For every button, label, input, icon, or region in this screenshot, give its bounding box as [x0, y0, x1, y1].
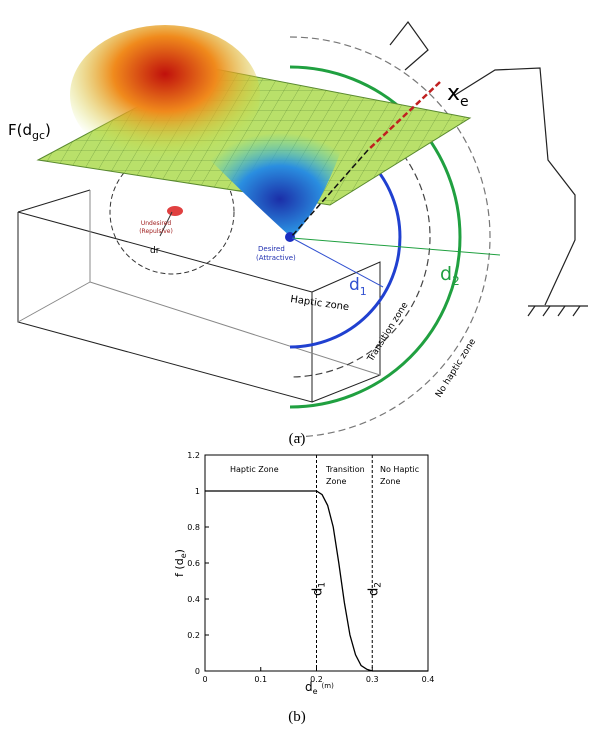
- robot-frame: [390, 22, 588, 316]
- zone-label: Zone: [326, 477, 346, 486]
- d2-line: [292, 238, 500, 255]
- x-tick-label: 0.4: [422, 675, 435, 684]
- desired-label: Desired(Attractive): [256, 245, 296, 262]
- xe-label: xe: [447, 81, 469, 110]
- y-tick-label: 1.2: [187, 451, 200, 460]
- x-tick-label: 0.3: [366, 675, 379, 684]
- y-tick-label: 0.6: [187, 559, 200, 568]
- d1-line: [292, 238, 383, 287]
- boundary-label: d1: [311, 582, 328, 596]
- zone-label: Transition: [325, 465, 365, 474]
- d1-label: d1: [349, 275, 367, 298]
- x-tick-label: 0: [202, 675, 207, 684]
- y-tick-label: 0.8: [187, 523, 200, 532]
- caption-b: (b): [288, 709, 306, 725]
- force-label: F(dgc): [8, 121, 51, 142]
- y-axis-label: f (de): [173, 549, 188, 577]
- zone-label: No Haptic: [380, 465, 419, 474]
- caption-a: (a): [289, 431, 306, 447]
- box: [18, 190, 380, 402]
- zone-label: Zone: [380, 477, 400, 486]
- dr-label: dr: [150, 246, 160, 256]
- zone-label: Haptic Zone: [230, 465, 279, 474]
- figure-a: F(dgc) xe d1 d2 Undesired(Repulsive) Des…: [8, 22, 588, 447]
- undesired-point: [167, 206, 183, 216]
- y-tick-label: 0.4: [187, 595, 200, 604]
- y-tick-label: 1: [195, 487, 200, 496]
- undesired-label: Undesired(Repulsive): [139, 220, 173, 235]
- y-tick-label: 0: [195, 667, 200, 676]
- figure: F(dgc) xe d1 d2 Undesired(Repulsive) Des…: [0, 0, 595, 734]
- y-tick-label: 0.2: [187, 631, 200, 640]
- x-tick-label: 0.1: [254, 675, 267, 684]
- boundary-label: d2: [366, 582, 383, 596]
